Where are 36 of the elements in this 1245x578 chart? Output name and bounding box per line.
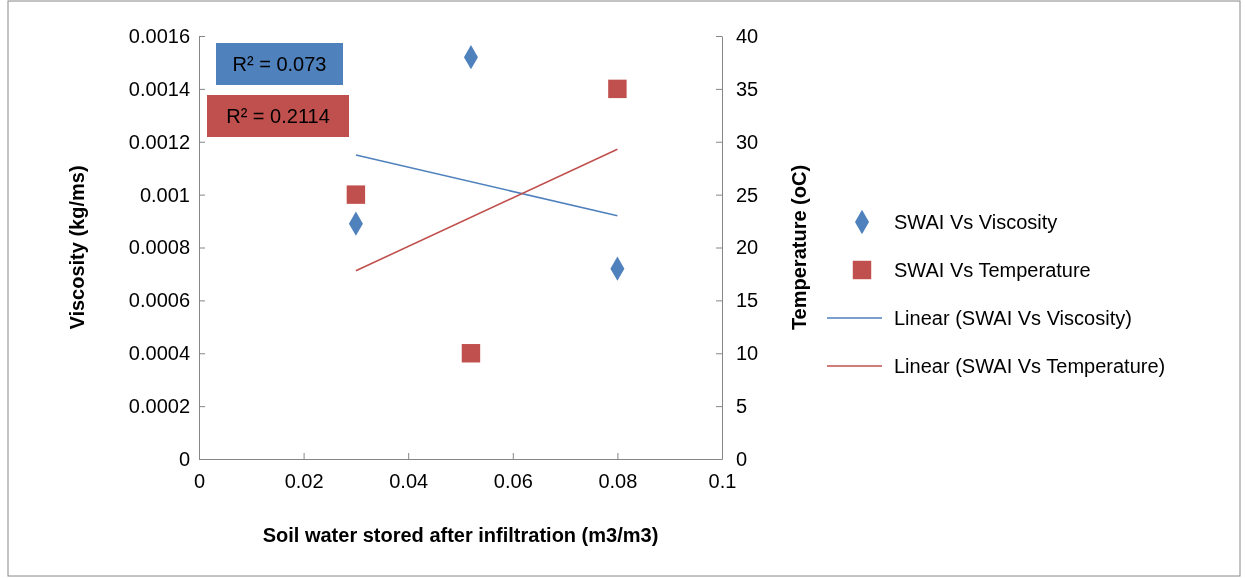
y2-tick-label: 35: [736, 77, 759, 100]
x-tick-label: 0.06: [493, 470, 533, 492]
x-tick-label: 0.04: [389, 470, 429, 492]
x-tick-label: 0.02: [284, 470, 324, 492]
x-tick-label: 0: [193, 470, 206, 492]
point: [346, 185, 366, 204]
x-tick-label: 0.1: [708, 470, 737, 492]
y-tick-label: 0.0006: [128, 289, 190, 312]
y-tick-label: 0.001: [139, 183, 190, 206]
annotation: R² = 0.073: [232, 53, 327, 75]
y-tick-label: 0: [178, 447, 190, 470]
legend-label: SWAI Vs Viscosity: [894, 211, 1058, 233]
y-tick-label: 0.0002: [128, 395, 190, 418]
y2-tick-label: 25: [736, 183, 759, 206]
legend-label: Linear (SWAI Vs Temperature): [894, 355, 1166, 377]
y-tick-label: 0.0008: [128, 236, 190, 259]
annotation: R² = 0.2114: [226, 105, 330, 127]
y-tick-label: 0.0004: [128, 342, 190, 365]
legend-label: SWAI Vs Temperature: [894, 259, 1091, 281]
y-tick-label: 0.0014: [128, 77, 190, 100]
point: [608, 79, 627, 99]
y2-tick-label: 20: [736, 236, 759, 259]
y2-tick-label: 15: [736, 289, 759, 312]
y2-tick-label: 10: [736, 342, 759, 365]
y2-tick-label: 40: [736, 24, 759, 47]
y2-tick-label: 30: [736, 130, 759, 153]
point: [461, 344, 481, 363]
y2-tick-label: 5: [736, 395, 748, 418]
x-tick-label: 0.08: [598, 470, 638, 492]
y2-tick-label: 0: [736, 447, 748, 470]
legend-label: Linear (SWAI Vs Viscosity): [894, 307, 1132, 329]
y-axis-title: Viscosity (kg/ms): [66, 165, 88, 330]
y-tick-label: 0.0012: [128, 130, 190, 153]
y-tick-label: 0.0016: [128, 24, 190, 47]
y2-axis-title: Temperature (oC): [788, 164, 810, 331]
x-axis-title: Soil water stored after infiltration (m3/m3): [262, 524, 659, 546]
